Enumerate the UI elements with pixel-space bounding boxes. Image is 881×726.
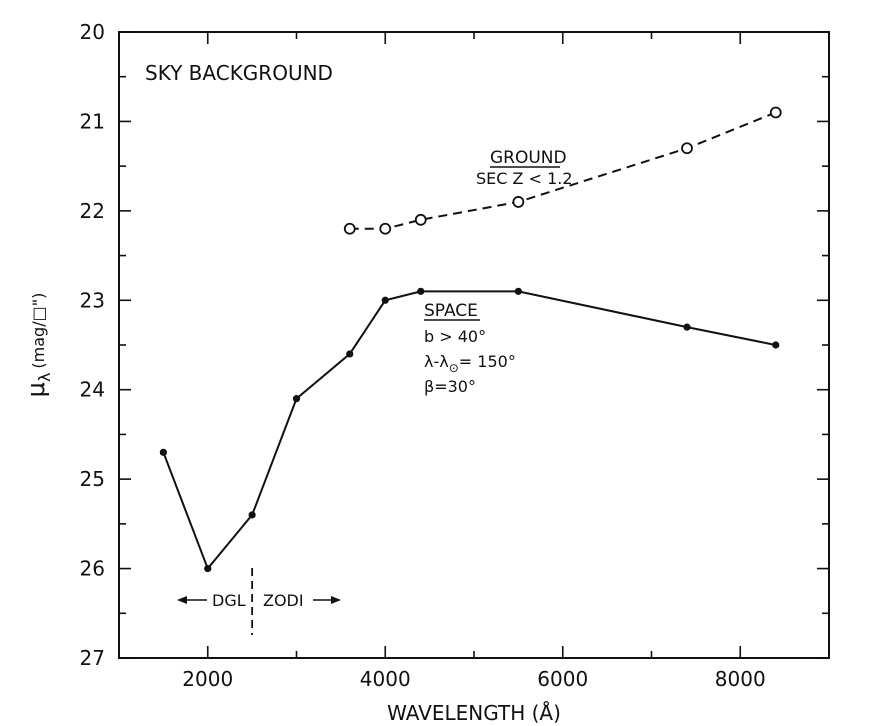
point-space [514, 287, 522, 295]
point-space [204, 564, 212, 573]
y-tick-label: 22 [80, 199, 105, 223]
y-tick-label: 21 [80, 109, 105, 133]
point-space [381, 296, 389, 304]
space-condition-beta: β=30° [424, 377, 476, 396]
zodi-arrow-head [331, 596, 341, 604]
point-ground [769, 106, 782, 119]
dgl-label: DGL [212, 591, 246, 610]
x-axis-label: WAVELENGTH (Å) [387, 701, 561, 725]
space-condition-latitude: b > 40° [424, 327, 486, 346]
point-space [417, 287, 425, 295]
zodi-label: ZODI [263, 591, 304, 610]
y-tick-label: 24 [80, 378, 105, 402]
series-line-space [162, 290, 776, 571]
y-tick-label: 23 [80, 288, 105, 312]
elongation-part-a: λ-λ [424, 352, 449, 371]
dgl-arrow-head [177, 596, 187, 604]
series-markers [159, 106, 782, 573]
chart-title: SKY BACKGROUND [145, 61, 333, 85]
axis-tick-labels: 2000 4000 6000 8000 20 21 22 23 24 25 26 27 [80, 20, 766, 691]
x-tick-label: 4000 [360, 667, 411, 691]
space-label: SPACE [424, 301, 478, 321]
point-space [292, 395, 301, 403]
point-space [683, 323, 691, 331]
space-condition-elongation: λ-λ⊙= 150° [424, 352, 516, 375]
x-tick-label: 6000 [537, 667, 588, 691]
point-ground [379, 222, 392, 235]
y-axis-label-symbol: μ [22, 382, 50, 397]
y-axis-label-subscript: λ [35, 373, 54, 382]
point-ground [512, 196, 525, 208]
series-line-ground [349, 111, 777, 230]
point-ground [343, 222, 356, 235]
y-tick-label: 20 [80, 20, 105, 44]
point-space [248, 511, 256, 519]
y-tick-label: 26 [80, 557, 105, 581]
point-space [772, 341, 780, 349]
point-space [346, 350, 354, 358]
y-tick-label: 25 [80, 467, 105, 491]
y-axis-label: μλ (mag/□") [22, 293, 54, 398]
ground-condition: SEC Z < 1.2 [476, 169, 573, 188]
point-ground [681, 142, 693, 155]
elongation-sun-subscript: ⊙ [449, 361, 459, 375]
series-lines [162, 111, 777, 571]
y-axis-label-unit: (mag/□") [29, 293, 48, 369]
ground-label: GROUND [490, 148, 567, 168]
point-ground [414, 213, 427, 226]
y-tick-label: 27 [80, 646, 105, 670]
elongation-part-b: = 150° [459, 352, 516, 371]
point-space [159, 448, 167, 456]
x-tick-label: 2000 [182, 667, 233, 691]
x-tick-label: 8000 [715, 667, 766, 691]
axis-ticks [118, 31, 830, 659]
